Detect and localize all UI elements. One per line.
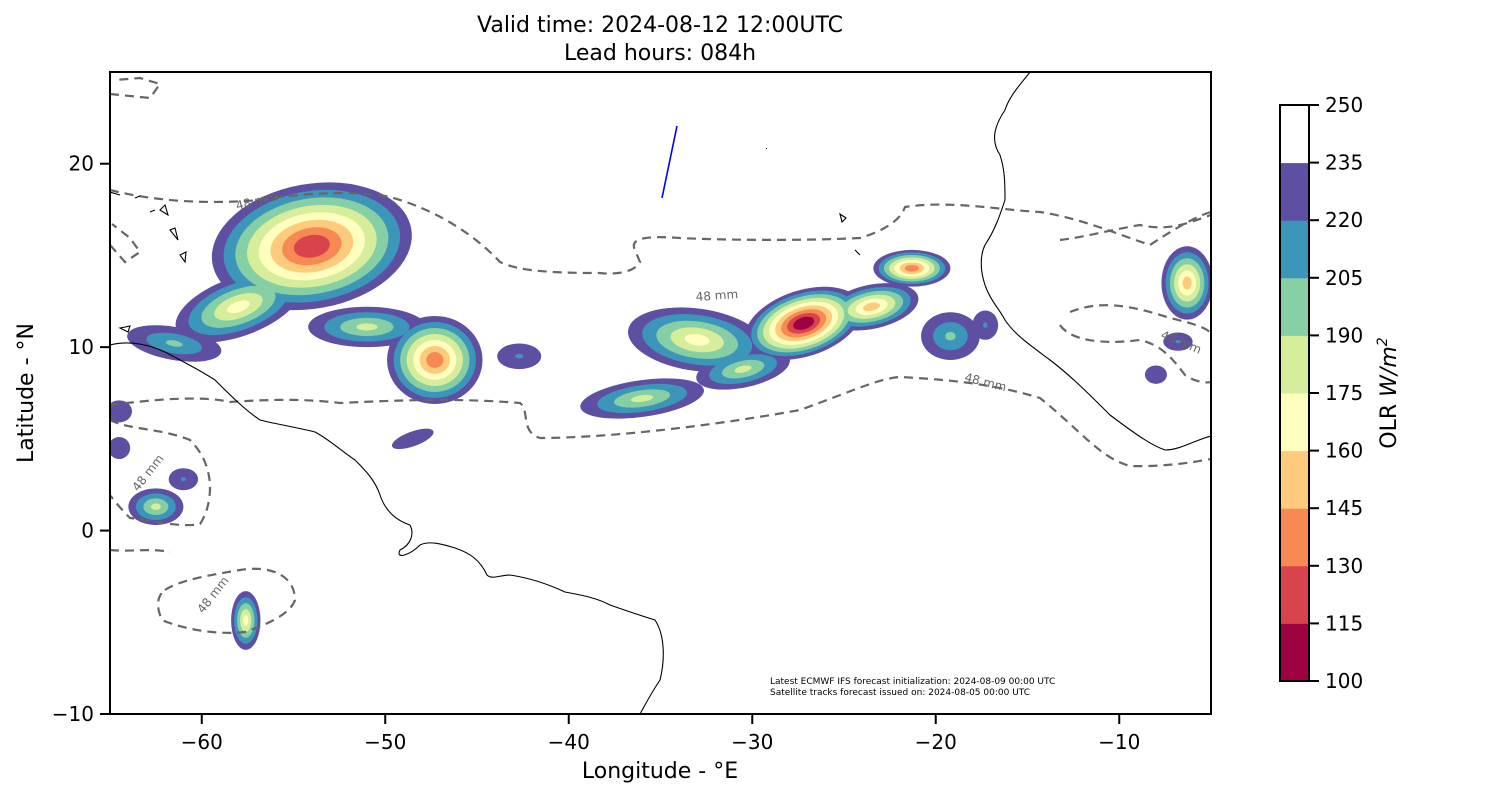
colorbar-tick-label: 160 bbox=[1325, 439, 1363, 463]
contour-label: 48 mm bbox=[129, 452, 166, 494]
satellite-track-dot bbox=[766, 148, 767, 149]
olr-filled-contours bbox=[110, 182, 1211, 650]
y-tick-label: 0 bbox=[81, 519, 94, 543]
olr-contour-fill bbox=[110, 437, 131, 460]
map-frame bbox=[109, 71, 1212, 715]
pw-contour-north bbox=[1059, 213, 1211, 242]
olr-contour-fill bbox=[793, 316, 815, 330]
colorbar-tick-label: 145 bbox=[1325, 496, 1363, 520]
colorbar: 100 115 130 145 160 175 190 205 220 235 250 bbox=[1279, 93, 1363, 693]
colorbar-tick-label: 100 bbox=[1325, 669, 1363, 693]
pw-contour-west bbox=[110, 419, 211, 527]
y-tick-label: 20 bbox=[69, 152, 94, 176]
olr-contour-fill bbox=[1175, 339, 1181, 344]
pw-contour-nw bbox=[110, 76, 162, 100]
colorbar-tick-label: 175 bbox=[1325, 381, 1363, 405]
colorbar-tick-label: 220 bbox=[1325, 208, 1363, 232]
olr-contour-fill bbox=[243, 615, 249, 626]
contour-label: 48 mm bbox=[695, 287, 738, 304]
olr-contour-fill bbox=[165, 340, 183, 347]
olr-contour-fill bbox=[863, 302, 880, 312]
y-tick-label: −10 bbox=[52, 702, 94, 726]
pw-contour-east bbox=[1069, 304, 1211, 336]
colorbar-segment bbox=[1280, 450, 1309, 509]
coast-africa bbox=[980, 72, 1211, 451]
y-axis: −10 0 10 20 bbox=[52, 152, 110, 726]
x-tick-label: −60 bbox=[181, 730, 223, 754]
olr-contour-fill bbox=[356, 323, 378, 331]
olr-contour-fill bbox=[180, 477, 187, 482]
map-area: 48 mm 48 mm 48 mm 48 mm 48 mm 48 mm Late… bbox=[110, 72, 1211, 714]
olr-contour-fill bbox=[1182, 276, 1192, 290]
olr-contour-fill bbox=[515, 354, 524, 359]
coast-caribbean-2 bbox=[159, 203, 187, 264]
olr-contour-fill bbox=[391, 428, 434, 450]
contour-label: 48 mm bbox=[194, 574, 231, 616]
olr-contour-fill bbox=[904, 264, 919, 272]
coast-caribbean-1 bbox=[118, 325, 131, 333]
satellite-tracks-note: Satellite tracks forecast issued on: 202… bbox=[770, 688, 1030, 698]
colorbar-segment bbox=[1280, 623, 1309, 682]
contour-label: 48 mm bbox=[963, 370, 1008, 394]
colorbar-tick-label: 115 bbox=[1325, 611, 1363, 635]
x-tick-label: −40 bbox=[548, 730, 590, 754]
colorbar-segment bbox=[1280, 393, 1309, 452]
colorbar-segment bbox=[1280, 565, 1309, 624]
colorbar-tick-label: 250 bbox=[1325, 93, 1363, 117]
olr-contour-fill bbox=[426, 352, 444, 368]
satellite-track bbox=[661, 125, 678, 199]
x-axis-title: Longitude - °E bbox=[582, 759, 738, 784]
colorbar-segment bbox=[1280, 277, 1309, 336]
olr-contour-fill bbox=[945, 331, 956, 341]
y-axis-title: Latitude - °N bbox=[14, 323, 39, 463]
olr-contour-fill bbox=[110, 400, 133, 423]
olr-contour-fill bbox=[631, 394, 654, 403]
pw-contour-south bbox=[110, 375, 1211, 468]
pw-contour-west2 bbox=[110, 548, 171, 554]
x-axis: −60 −50 −40 −30 −20 −10 bbox=[181, 714, 1140, 754]
colorbar-tick-label: 130 bbox=[1325, 554, 1363, 578]
olr-contour-fill bbox=[150, 503, 161, 511]
pw-contour-east2 bbox=[1059, 324, 1211, 384]
colorbar-tick-label: 235 bbox=[1325, 151, 1363, 175]
olr-contour-fill bbox=[293, 234, 330, 258]
olr-contour-fill bbox=[982, 322, 988, 328]
x-tick-label: −30 bbox=[731, 730, 773, 754]
forecast-init-note: Latest ECMWF IFS forecast initialization… bbox=[770, 677, 1055, 687]
x-tick-label: −10 bbox=[1098, 730, 1140, 754]
y-tick-label: 10 bbox=[69, 335, 94, 359]
colorbar-segment bbox=[1280, 162, 1309, 221]
colorbar-segment bbox=[1280, 105, 1309, 164]
x-tick-label: −50 bbox=[364, 730, 406, 754]
x-tick-label: −20 bbox=[915, 730, 957, 754]
pw-contour-sw-upper bbox=[110, 223, 142, 264]
pw-contour-main bbox=[110, 188, 1211, 275]
coast-islands-east bbox=[839, 212, 861, 256]
title-line-2: Lead hours: 084h bbox=[563, 41, 757, 66]
coast-south-america bbox=[110, 342, 664, 714]
olr-contour-fill bbox=[734, 365, 752, 373]
colorbar-segment bbox=[1280, 335, 1309, 394]
colorbar-tick-label: 190 bbox=[1325, 323, 1363, 347]
coast-caribbean-3 bbox=[110, 191, 156, 213]
precip-water-contours bbox=[110, 76, 1211, 634]
olr-contour-fill bbox=[684, 333, 710, 346]
pw-contour-sw-blob bbox=[156, 567, 297, 634]
colorbar-label: OLR W/m2 bbox=[1375, 337, 1402, 448]
coastlines bbox=[110, 72, 1211, 714]
colorbar-tick-label: 205 bbox=[1325, 266, 1363, 290]
olr-contour-fill bbox=[227, 300, 250, 314]
colorbar-segment bbox=[1280, 508, 1309, 567]
colorbar-segment bbox=[1280, 220, 1309, 279]
title-line-1: Valid time: 2024-08-12 12:00UTC bbox=[477, 13, 843, 38]
olr-contour-fill bbox=[1144, 365, 1167, 384]
